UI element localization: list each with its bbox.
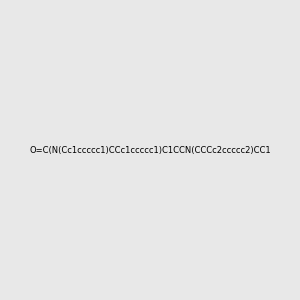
Text: O=C(N(Cc1ccccc1)CCc1ccccc1)C1CCN(CCCc2ccccc2)CC1: O=C(N(Cc1ccccc1)CCc1ccccc1)C1CCN(CCCc2cc… — [29, 146, 271, 154]
